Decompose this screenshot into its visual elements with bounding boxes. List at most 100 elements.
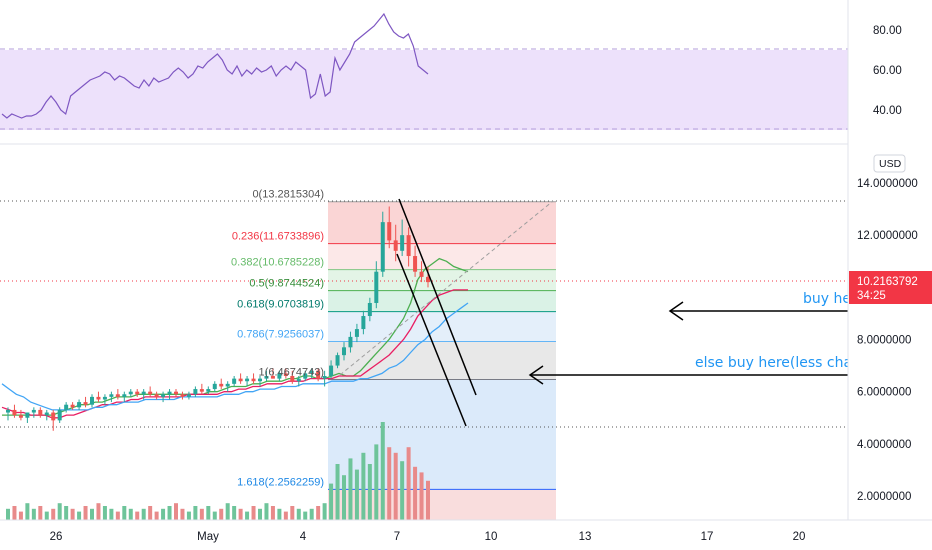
volume-bar xyxy=(283,511,288,520)
fib-zone-band xyxy=(328,290,556,312)
price-axis[interactable]: 14.0000000 12.0000000 8.0000000 6.0000000 4.… xyxy=(857,178,918,503)
volume-bar xyxy=(219,508,224,520)
volume-bar xyxy=(38,506,43,520)
time-axis[interactable]: 26 May 4 7 10 13 17 20 xyxy=(50,531,806,543)
candle-body xyxy=(186,394,191,397)
candle-body xyxy=(283,373,288,377)
candle-body xyxy=(387,222,392,241)
candle-body xyxy=(128,391,133,395)
current-price-badge: 10.2163792 34:25 xyxy=(849,271,932,304)
rsi-line xyxy=(1,12,429,119)
candle-body xyxy=(219,383,224,387)
volume-bar xyxy=(44,511,49,520)
candle-body xyxy=(167,391,172,395)
volume-bar xyxy=(258,508,262,520)
candle-body xyxy=(245,378,250,382)
candle-body xyxy=(12,409,17,416)
bar-countdown: 34:25 xyxy=(857,290,886,302)
volume-bar xyxy=(25,503,30,520)
volume-bar xyxy=(380,422,385,520)
candle-body xyxy=(270,376,275,379)
volume-bar xyxy=(186,511,191,520)
candle-body xyxy=(406,235,411,257)
volume-bar xyxy=(238,508,243,520)
candle-body xyxy=(232,378,237,384)
fib-level-label: 0.382(10.6785228) xyxy=(231,257,324,269)
candle-body xyxy=(193,389,198,395)
volume-bar xyxy=(141,508,146,520)
time-tick-label: 26 xyxy=(50,531,63,543)
fib-level-label: 0.236(11.6733896) xyxy=(232,231,324,243)
volume-bar xyxy=(342,475,346,520)
volume-bar xyxy=(180,508,185,520)
volume-bar xyxy=(419,472,424,520)
candle-body xyxy=(174,391,178,395)
volume-bar xyxy=(251,506,256,520)
candle-body xyxy=(83,402,88,405)
ema-mid-line xyxy=(1,289,468,419)
fib-zone-band xyxy=(328,201,556,244)
else-buy-arrow[interactable] xyxy=(528,365,848,385)
volume-bar xyxy=(193,506,198,520)
current-price-value: 10.2163792 xyxy=(857,276,918,288)
fib-zone-band xyxy=(328,489,556,520)
candle-body xyxy=(96,396,101,400)
candle-body xyxy=(6,409,10,413)
else-buy-here-note: else buy here(less chance) xyxy=(695,355,883,371)
candle-body xyxy=(277,373,282,379)
volume-bar xyxy=(348,458,353,520)
candle-body xyxy=(148,391,153,395)
time-tick-label: 13 xyxy=(579,531,592,543)
volume-bar xyxy=(109,508,114,520)
candle-body xyxy=(225,383,230,387)
candle-body xyxy=(264,376,269,379)
price-tick-label: 8.0000000 xyxy=(857,335,911,347)
candle-body xyxy=(70,404,75,408)
candle-body xyxy=(296,378,301,382)
volume-bar xyxy=(232,506,237,520)
candle-body xyxy=(413,256,418,272)
volume-bar xyxy=(374,444,379,520)
candle-body xyxy=(102,396,107,400)
fib-level-label: 1.618(2.2562259) xyxy=(237,476,324,488)
volume-bar xyxy=(316,506,321,520)
candle-body xyxy=(342,347,346,356)
fibonacci-labels: 0(13.2815304) 0.236(11.6733896) 0.382(10.6… xyxy=(231,189,324,489)
volume-bar xyxy=(361,452,366,520)
fib-zone-band xyxy=(328,379,556,490)
candle-body xyxy=(180,394,185,397)
rsi-pane xyxy=(0,12,848,130)
trend-channel-lines[interactable] xyxy=(339,198,554,427)
candle-body xyxy=(400,235,405,251)
candle-body xyxy=(426,276,430,283)
rsi-tick-label: 40.00 xyxy=(873,105,902,117)
candle-body xyxy=(44,412,49,416)
currency-badge[interactable]: USD xyxy=(873,154,906,173)
time-tick-label: 10 xyxy=(485,531,498,543)
volume-bar xyxy=(406,447,411,520)
volume-bar xyxy=(122,506,127,520)
trend-line-1 xyxy=(398,198,477,396)
time-tick-label: 4 xyxy=(300,531,307,543)
volume-bar xyxy=(367,464,372,520)
time-tick-label: May xyxy=(197,531,219,543)
trend-line-2 xyxy=(396,253,467,427)
volume-bar xyxy=(18,511,23,520)
volume-bar xyxy=(206,506,211,520)
volume-bar xyxy=(270,506,275,520)
price-tick-label: 12.0000000 xyxy=(857,230,918,242)
volume-bar xyxy=(6,508,10,520)
volume-bar xyxy=(51,508,56,520)
volume-bar xyxy=(322,503,327,520)
rsi-tick-label: 60.00 xyxy=(873,65,902,77)
candle-body xyxy=(199,389,204,392)
buy-arrow[interactable] xyxy=(668,301,848,321)
candle-body xyxy=(206,389,211,392)
fibonacci-retracement[interactable] xyxy=(328,201,556,520)
candle-body xyxy=(374,271,379,303)
volume-bar xyxy=(128,508,133,520)
volume-bar xyxy=(57,503,62,520)
fib-zone-band xyxy=(328,341,556,380)
volume-bar xyxy=(290,506,295,520)
